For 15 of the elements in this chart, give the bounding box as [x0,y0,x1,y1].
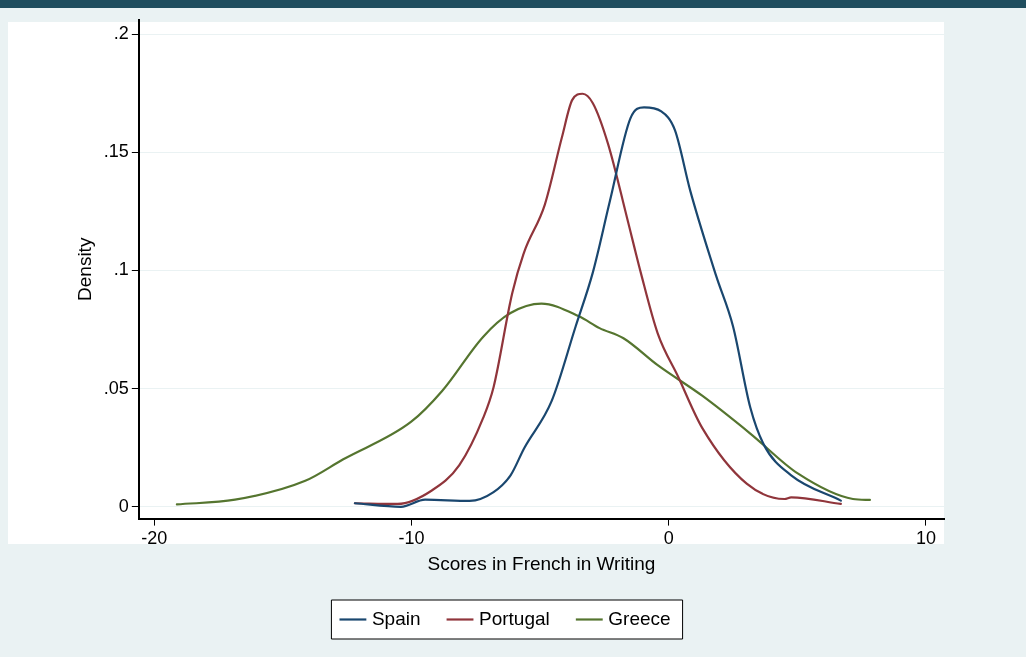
x-tick-label: 0 [663,528,674,549]
y-tick-label: .15 [103,141,129,162]
line-series [175,302,872,506]
legend-label: Greece [608,607,671,629]
y-tick-label: .1 [113,259,129,280]
legend-label: Portugal [479,607,550,629]
x-tick-label: 10 [915,528,937,549]
y-axis-title: Density [73,237,95,301]
legend-label: Spain [371,607,421,629]
x-tick-label: -10 [398,528,425,549]
x-axis-title: Scores in French in Writing [427,552,656,574]
y-tick-label: .2 [113,23,129,44]
x-tick-label: -20 [141,528,168,549]
y-tick-label: .05 [103,377,129,398]
y-tick-label: 0 [118,495,129,516]
